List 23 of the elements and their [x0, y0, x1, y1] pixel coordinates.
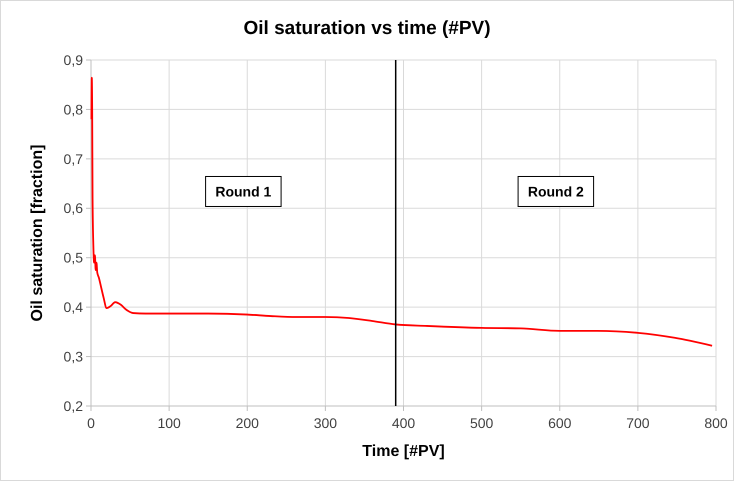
y-tick-label: 0,8 — [64, 101, 84, 118]
line-series — [90, 76, 713, 347]
chart-title: Oil saturation vs time (#PV) — [243, 18, 491, 39]
y-tick-label: 0,5 — [64, 250, 84, 266]
y-tick-label: 0,9 — [64, 52, 84, 68]
annotation: Round 2 — [528, 183, 584, 200]
x-tick-label: 100 — [157, 415, 182, 431]
y-axis-title: Oil saturation [fraction] — [29, 144, 46, 322]
x-tick-label: 400 — [392, 415, 416, 431]
y-tick-label: 0,2 — [64, 398, 84, 414]
x-tick-label: 700 — [626, 415, 650, 431]
x-tick-label: 600 — [548, 415, 572, 431]
x-axis-title: Time [#PV] — [362, 443, 445, 460]
annotation: Round 1 — [215, 183, 272, 200]
y-tick-label: 0,3 — [64, 348, 84, 364]
y-tick-label: 0,7 — [64, 150, 84, 167]
x-tick-label: 500 — [470, 415, 494, 431]
x-tick-label: 800 — [704, 415, 728, 431]
x-tick-label: 200 — [236, 415, 260, 431]
y-tick-label: 0,6 — [64, 200, 84, 216]
y-tick-label: 0,4 — [64, 299, 84, 316]
x-tick-label: 300 — [314, 415, 338, 431]
x-tick-label: 0 — [87, 415, 96, 431]
